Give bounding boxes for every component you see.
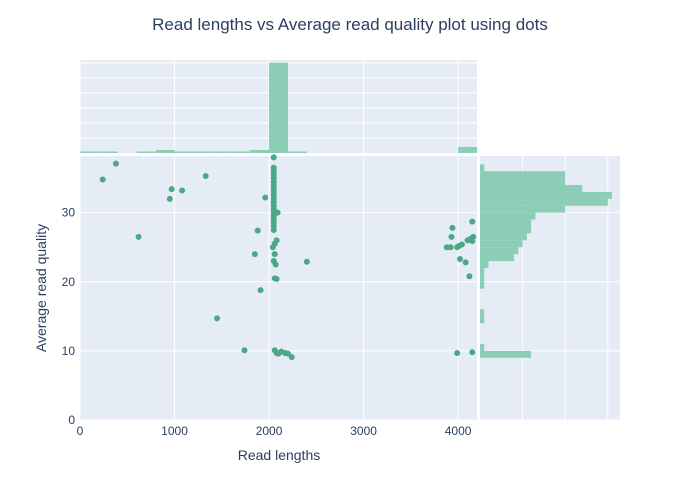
- scatter-point: [470, 233, 477, 240]
- y-histogram-bar: [480, 171, 566, 179]
- scatter-point: [254, 227, 261, 234]
- scatter-panel: [79, 154, 477, 421]
- scatter-point: [179, 187, 186, 194]
- scatter-point: [449, 224, 456, 231]
- x-histogram-bar: [98, 151, 118, 153]
- scatter-point: [447, 244, 454, 251]
- y-histogram-bar: [480, 274, 485, 282]
- y-histogram-bar: [480, 164, 485, 172]
- scatter-point: [458, 241, 465, 248]
- y-axis-title: Average read quality: [33, 224, 49, 352]
- y-tick-label: 0: [68, 413, 75, 427]
- scatter-point: [456, 255, 463, 262]
- scatter-point: [135, 233, 142, 240]
- y-histogram-bar: [480, 240, 523, 248]
- scatter-point: [288, 354, 295, 361]
- y-histogram-bar: [480, 267, 485, 275]
- scatter-point: [469, 349, 476, 356]
- x-tick-label: 1000: [161, 424, 188, 438]
- y-histogram-bar: [480, 205, 566, 213]
- scatter-point: [262, 194, 269, 201]
- x-histogram-panel: [79, 60, 477, 153]
- scatter-point: [303, 258, 310, 265]
- x-histogram-bar: [458, 146, 477, 153]
- x-histogram-bar: [269, 62, 288, 153]
- x-histogram-bar: [155, 149, 175, 153]
- x-histogram-bar: [136, 151, 156, 153]
- x-histogram-bar: [231, 151, 251, 153]
- scatter-point: [284, 350, 291, 357]
- chart-title: Read lengths vs Average read quality plo…: [152, 15, 548, 34]
- y-histogram-bar: [480, 198, 608, 206]
- scatter-point: [168, 186, 175, 193]
- y-histogram-bar: [480, 316, 485, 324]
- scatter-point: [112, 160, 119, 167]
- y-histogram-bar: [480, 233, 527, 241]
- y-histogram-bars: [480, 164, 613, 358]
- x-tick-label: 4000: [445, 424, 472, 438]
- y-axis-ticks: 0 10 20 30: [62, 206, 76, 427]
- scatter-point: [448, 233, 455, 240]
- y-histogram-bar: [480, 185, 583, 192]
- y-histogram-bar: [480, 350, 532, 358]
- y-histogram-bar: [480, 226, 532, 234]
- scatter-points: [99, 154, 477, 361]
- scatter-point: [462, 259, 469, 266]
- x-tick-label: 0: [77, 424, 84, 438]
- scatter-point: [241, 347, 248, 354]
- scatter-point: [271, 251, 278, 258]
- scatter-point: [273, 276, 280, 283]
- scatter-point: [273, 237, 280, 244]
- x-histogram-bars: [80, 62, 477, 153]
- scatter-background: [80, 156, 477, 420]
- x-axis-title: Read lengths: [238, 447, 321, 463]
- y-histogram-bar: [480, 261, 489, 268]
- scatter-point: [214, 315, 221, 322]
- scatter-point: [202, 173, 209, 180]
- y-histogram-bar: [480, 212, 536, 220]
- y-histogram-panel: [480, 156, 620, 421]
- scatter-point: [270, 154, 277, 161]
- y-histogram-bar: [480, 247, 519, 255]
- x-histogram-bar: [193, 151, 213, 153]
- x-tick-label: 2000: [256, 424, 283, 438]
- y-histogram-bar: [480, 343, 485, 351]
- x-tick-label: 3000: [350, 424, 377, 438]
- scatter-point: [251, 251, 258, 258]
- y-tick-label: 10: [62, 344, 76, 358]
- y-histogram-bar: [480, 281, 485, 289]
- scatter-point: [272, 261, 279, 268]
- x-histogram-bar: [287, 151, 307, 153]
- y-histogram-bar: [480, 219, 532, 227]
- scatter-point: [274, 209, 281, 216]
- y-tick-label: 30: [62, 206, 76, 220]
- x-histogram-bar: [250, 149, 270, 153]
- y-histogram-bar: [480, 254, 515, 262]
- x-histogram-bar: [212, 151, 232, 153]
- scatter-point: [454, 349, 461, 356]
- y-histogram-bar: [480, 309, 485, 317]
- scatter-point: [270, 226, 277, 233]
- x-axis-ticks: 0 1000 2000 3000 4000: [77, 424, 472, 438]
- y-histogram-bar: [480, 178, 566, 186]
- y-histogram-bar: [480, 191, 613, 199]
- scatter-point: [166, 195, 173, 202]
- scatter-point: [466, 273, 473, 280]
- scatter-point: [257, 287, 264, 294]
- x-histogram-bar: [174, 151, 194, 153]
- x-histogram-bar: [80, 151, 99, 153]
- scatter-point: [99, 176, 106, 183]
- scatter-point: [469, 218, 476, 225]
- y-tick-label: 20: [62, 275, 76, 289]
